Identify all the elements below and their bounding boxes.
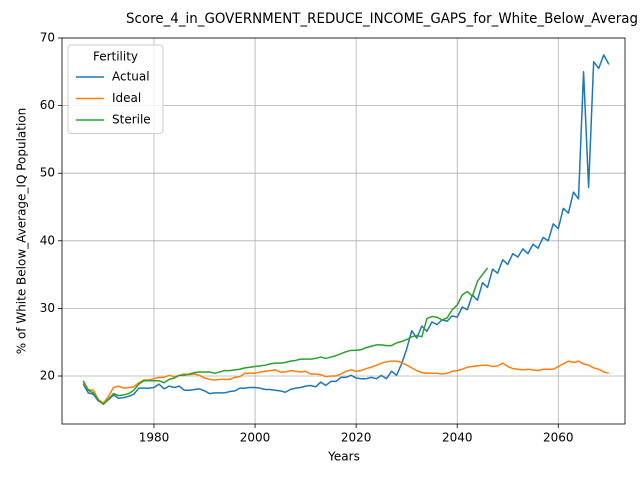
y-tick-label: 70 [40, 31, 55, 45]
legend-label: Actual [112, 70, 150, 84]
series-line [82, 360, 610, 404]
x-tick-label: 2000 [240, 431, 271, 445]
y-tick-label: 50 [40, 166, 55, 180]
series-line [82, 267, 489, 406]
x-tick-label: 2020 [341, 431, 372, 445]
x-axis-label: Years [327, 450, 360, 464]
chart-title: Score_4_in_GOVERNMENT_REDUCE_INCOME_GAPS… [126, 11, 638, 27]
legend-label: Sterile [112, 113, 151, 127]
y-tick-label: 40 [40, 233, 55, 247]
legend-box [67, 44, 164, 134]
y-tick-label: 30 [40, 301, 55, 315]
axes-frame [61, 37, 626, 425]
x-tick-label: 2040 [442, 431, 473, 445]
x-tick-label: 1980 [139, 431, 170, 445]
x-tick-label: 2060 [543, 431, 574, 445]
series-line [82, 54, 610, 405]
legend-label: Ideal [112, 91, 141, 105]
legend-title: Fertility [93, 50, 138, 64]
y-tick-label: 20 [40, 369, 55, 383]
y-tick-label: 60 [40, 98, 55, 112]
y-axis-label: % of White Below_Average_IQ Population [15, 108, 29, 355]
